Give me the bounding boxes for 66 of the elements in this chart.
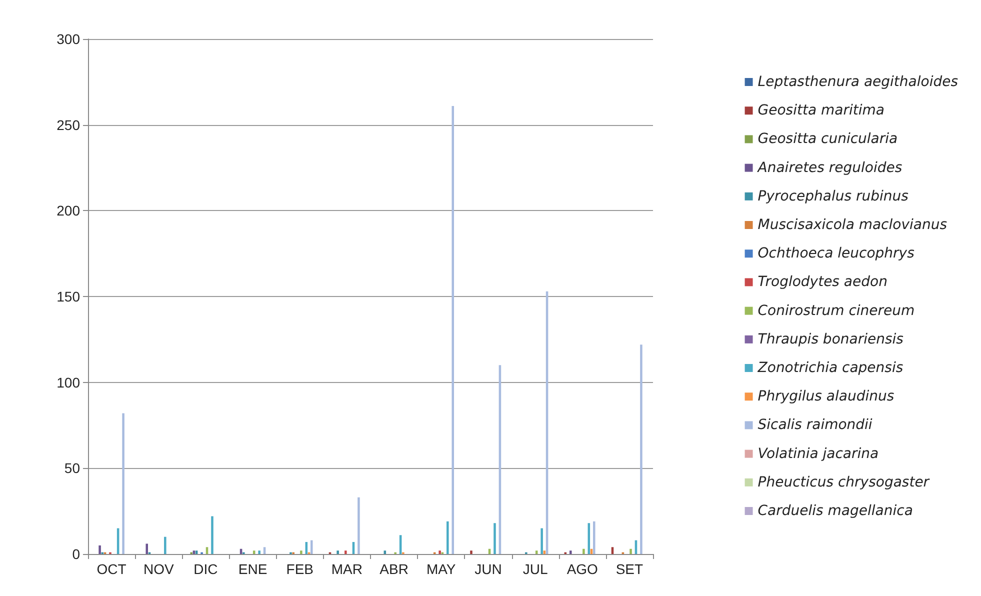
y-tick-label: 100 (56, 374, 80, 390)
bar (384, 550, 386, 554)
bar (146, 544, 148, 554)
x-tick-label: FEB (286, 561, 314, 577)
legend-label: Anairetes reguloides (756, 160, 902, 176)
x-tick-label: OCT (96, 561, 127, 577)
x-tick-label: NOV (143, 561, 174, 577)
bar (582, 548, 585, 554)
legend-label: Thraupis bonariensis (758, 331, 904, 348)
legend-label: Troglodytes aedon (758, 274, 888, 290)
legend-label: Leptasthenura aegithaloides (758, 74, 958, 90)
legend-label: Sicalis raimondii (758, 417, 872, 434)
bar (358, 497, 360, 554)
y-tick-label: 250 (56, 116, 80, 133)
bar (263, 547, 266, 554)
bar (438, 550, 441, 554)
bar (535, 550, 538, 554)
bar (336, 550, 339, 554)
bar (494, 523, 496, 554)
x-tick-label: MAY (426, 561, 456, 577)
legend-label: Zonotrichia capensis (756, 360, 904, 376)
bar (206, 547, 208, 554)
bar (452, 106, 454, 554)
bar (344, 550, 347, 554)
legend-label: Volatinia jacarina (758, 446, 879, 462)
bar (98, 545, 101, 554)
bar (164, 536, 166, 554)
bar (569, 550, 572, 554)
bar (258, 550, 260, 554)
bar (540, 528, 543, 554)
bar (640, 344, 642, 554)
x-tick-label: DIC (194, 561, 218, 577)
bar (300, 550, 302, 554)
y-tick-label: 0 (72, 546, 80, 562)
bar (195, 550, 198, 554)
bar (446, 521, 449, 554)
bar (592, 521, 596, 554)
legend-label: Pyrocephalus rubinus (758, 188, 908, 204)
x-tick-label: MAR (331, 561, 363, 577)
y-tick-label: 300 (56, 31, 80, 47)
x-tick-label: JUN (474, 561, 502, 577)
bar (252, 550, 256, 554)
legend-label: Geositta maritima (758, 102, 884, 119)
legend-label: Pheucticus chrysogaster (758, 474, 930, 490)
bar (630, 548, 632, 554)
x-tick-label: AGO (566, 561, 598, 577)
bar (470, 550, 472, 554)
legend-label: Conirostrum cinereum (758, 302, 915, 319)
legend-label: Geositta cunicularia (758, 131, 898, 148)
y-tick-label: 50 (64, 460, 80, 476)
bar (310, 540, 313, 554)
legend-label: Muscisaxicola maclovianus (758, 217, 948, 233)
bar (611, 547, 614, 554)
x-tick-label: ENE (238, 561, 268, 577)
y-tick-label: 150 (56, 288, 80, 304)
x-tick-label: ABR (380, 561, 408, 577)
x-tick-label: JUL (522, 561, 548, 577)
bar (211, 516, 214, 554)
legend-label: Carduelis magellanica (758, 503, 913, 519)
bar (122, 413, 124, 554)
y-tick-label: 200 (56, 202, 80, 219)
legend-label: Ochthoeca leucophrys (758, 246, 914, 262)
bar (543, 550, 546, 554)
bar (192, 550, 196, 554)
legend-label: Phrygilus alaudinus (758, 388, 894, 405)
x-tick-label: SET (616, 561, 644, 577)
